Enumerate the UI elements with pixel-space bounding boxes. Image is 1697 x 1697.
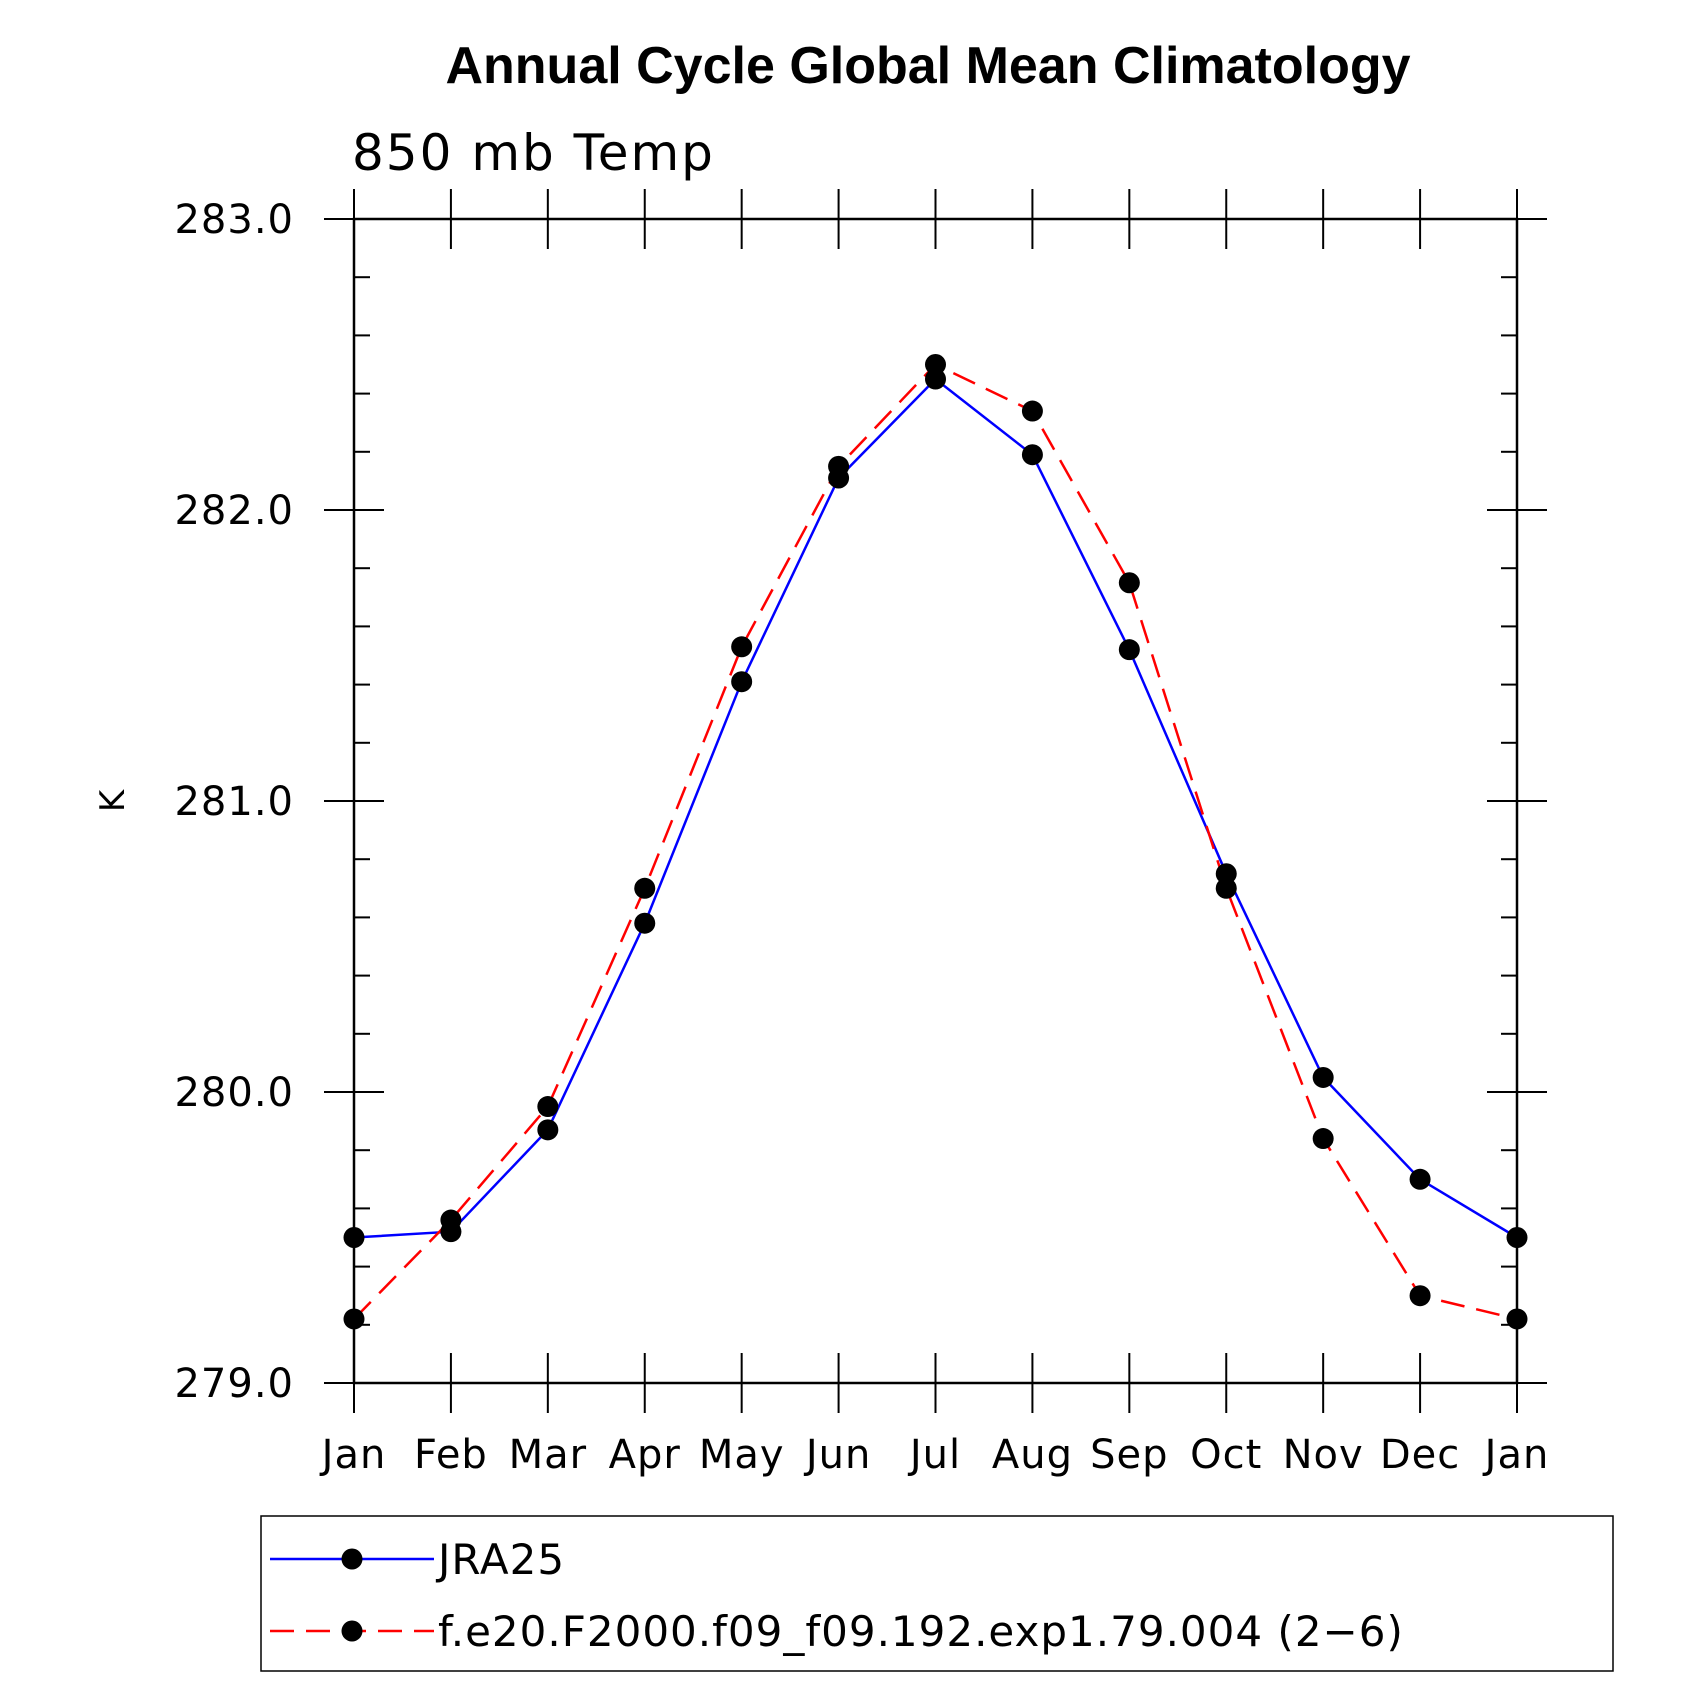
data-point-series-1: [1312, 1128, 1334, 1150]
x-tick-label: Jan: [319, 1432, 387, 1478]
x-axis-ticks: [353, 189, 1518, 1413]
y-axis-ticks: [324, 218, 1547, 1384]
data-point-series-1: [634, 877, 656, 899]
x-tick-label: Apr: [609, 1432, 681, 1478]
legend-marker-1: [341, 1620, 363, 1642]
data-point-series-0: [925, 368, 946, 390]
data-point-series-0: [537, 1119, 559, 1141]
x-tick-label: Jan: [1482, 1432, 1550, 1478]
data-point-series-1: [1215, 877, 1237, 899]
data-point-series-1: [1118, 572, 1140, 594]
chart-subtitle: 850 mb Temp: [352, 124, 715, 182]
x-tick-label: Sep: [1090, 1432, 1168, 1478]
data-point-series-1: [343, 1308, 365, 1330]
y-tick-label: 280.0: [174, 1070, 294, 1116]
x-axis-tick-labels: Jan Feb Mar Apr May Jun Jul Aug Sep Oct Nov Dec Jan: [319, 1432, 1550, 1478]
y-tick-label: 282.0: [174, 488, 294, 534]
x-tick-label: Nov: [1283, 1432, 1364, 1478]
y-tick-label: 279.0: [174, 1361, 294, 1407]
series-layer: [343, 354, 1528, 1330]
y-axis-tick-labels: 283.0 282.0 281.0 280.0 279.0: [174, 197, 294, 1407]
data-point-series-0: [1021, 444, 1043, 466]
data-point-series-0: [634, 912, 656, 934]
data-point-series-1: [440, 1209, 462, 1231]
x-tick-label: May: [699, 1432, 785, 1478]
y-tick-label: 281.0: [174, 779, 294, 825]
legend-box: [260, 1515, 1614, 1672]
y-axis-label: K: [93, 788, 133, 812]
x-tick-label: Feb: [414, 1432, 488, 1478]
plot-frame: [352, 217, 1519, 1385]
x-tick-label: Mar: [509, 1432, 587, 1478]
data-point-series-1: [731, 636, 753, 658]
data-point-series-0: [1215, 863, 1237, 885]
data-point-series-1: [537, 1096, 559, 1118]
data-point-series-0: [1506, 1227, 1528, 1248]
x-tick-label: Jun: [803, 1432, 872, 1478]
series-line-1: [353, 362, 1518, 1321]
y-tick-label: 283.0: [174, 197, 294, 243]
data-point-series-1: [1506, 1308, 1528, 1330]
legend-label-1: f.e20.F2000.f09_f09.192.exp1.79.004 (2−6…: [438, 1607, 1404, 1656]
data-point-series-1: [1021, 400, 1043, 422]
data-point-series-1: [1409, 1285, 1431, 1307]
series-line-0: [353, 377, 1518, 1239]
legend: JRA25 f.e20.F2000.f09_f09.192.exp1.79.004…: [270, 1535, 1404, 1656]
data-point-series-0: [1118, 639, 1140, 661]
legend-marker-0: [341, 1548, 363, 1570]
data-point-series-0: [343, 1227, 365, 1248]
data-point-series-0: [731, 671, 753, 693]
legend-label-0: JRA25: [435, 1535, 565, 1584]
x-tick-label: Aug: [992, 1432, 1073, 1478]
x-tick-label: Dec: [1380, 1432, 1460, 1478]
data-point-series-1: [828, 455, 850, 477]
data-point-series-0: [1312, 1066, 1334, 1088]
x-tick-label: Oct: [1190, 1432, 1262, 1478]
data-point-series-0: [1409, 1168, 1431, 1190]
x-tick-label: Jul: [907, 1432, 961, 1478]
chart-title: Annual Cycle Global Mean Climatology: [445, 37, 1410, 95]
data-point-series-1: [925, 354, 946, 375]
